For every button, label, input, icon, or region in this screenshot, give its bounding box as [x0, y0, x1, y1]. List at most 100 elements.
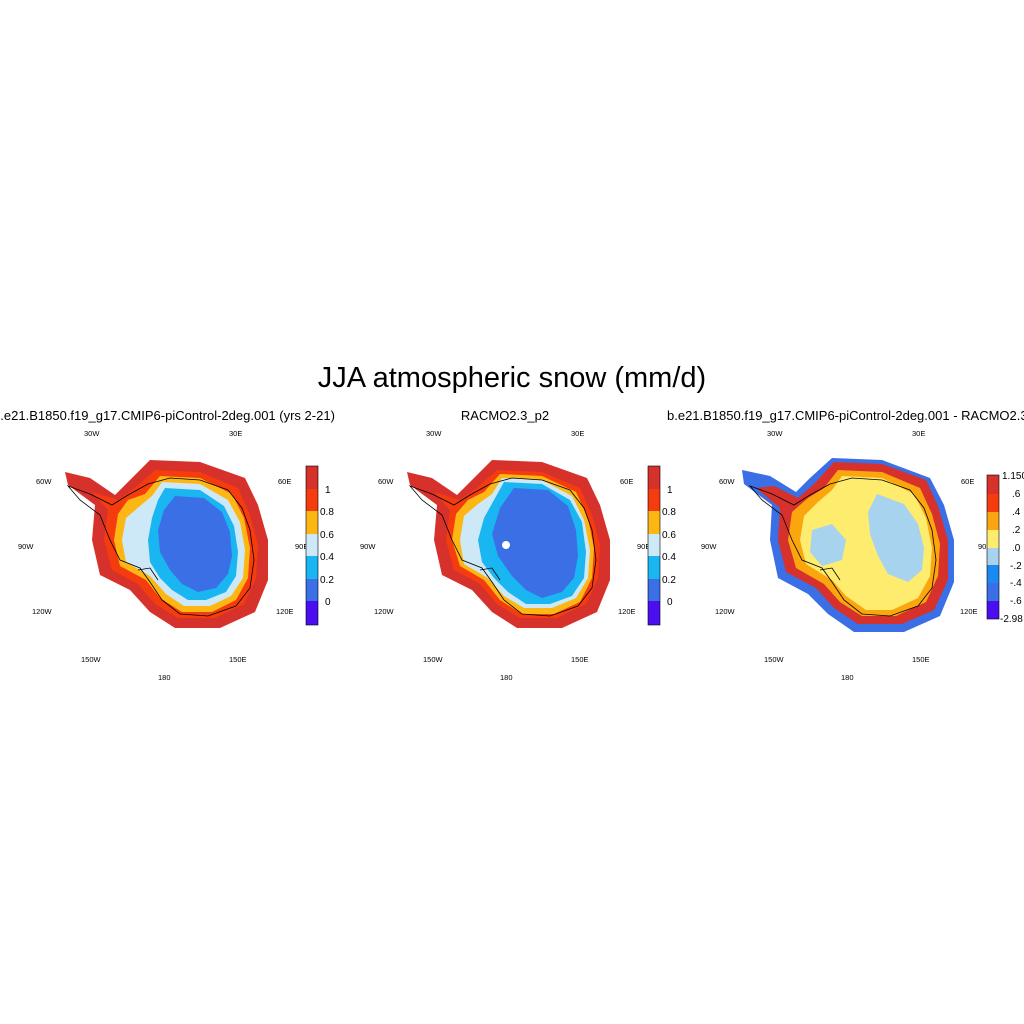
panel-1-lon-150W: 150W	[81, 655, 102, 664]
panel-3-cb-box-2	[987, 512, 999, 530]
panel-2-pole-gap	[502, 541, 510, 549]
panel-3-lon-180: 180	[841, 673, 854, 682]
panel-3-lon-120E: 120E	[960, 607, 978, 616]
panel-1-lon-60E: 60E	[278, 477, 291, 486]
panel-2-cb-frame	[647, 465, 661, 626]
panel-3-cb-label--.4: -.4	[1010, 578, 1022, 589]
panel-3-lightblue-west	[810, 524, 846, 566]
figure-title: JJA atmospheric snow (mm/d)	[317, 362, 707, 394]
panel-3-lon-60W: 60W	[719, 477, 735, 486]
panel-2-cb-label-0.6: 0.6	[662, 530, 676, 541]
panel-1-cb-label-0: 0	[325, 597, 331, 608]
panel-2-lon-120E: 120E	[618, 607, 636, 616]
panel-2-cb-label-0.8: 0.8	[662, 507, 676, 518]
panel-3-cb-box-1	[987, 494, 999, 512]
panel-1-coastline	[66, 477, 255, 617]
panel-2-cb-box-5	[648, 579, 660, 601]
panel-2-cb-box-4	[648, 556, 660, 579]
panel-3-cb-box-7	[987, 601, 999, 619]
panel-3-lon-30E: 30E	[912, 429, 925, 438]
panel-1-cb-label-0.6: 0.6	[320, 530, 334, 541]
panel-1-title: b.e21.B1850.f19_g17.CMIP6-piControl-2deg…	[0, 408, 335, 423]
panel-2-title: RACMO2.3_p2	[460, 408, 550, 423]
panel-2-lon-labels: 30W 30E 60W 60E 90W 90E 120W 120E 150W 1…	[360, 429, 650, 682]
panel-1-cb-box-6	[306, 601, 318, 625]
panel-2-cb-box-3	[648, 534, 660, 556]
panel-3-lon-90E: 90E	[978, 542, 991, 551]
panel-2-cb-label-1: 1	[667, 485, 673, 496]
panel-3-cb-label--.2: -.2	[1010, 561, 1022, 572]
panel-2-lon-180: 180	[500, 673, 513, 682]
panel-3-lightblue-east	[868, 494, 924, 582]
panel-3-cb-frame	[986, 474, 1000, 620]
panel-3-cb-box-3	[987, 530, 999, 548]
panel-2-cb-label-0.4: 0.4	[662, 552, 676, 563]
panel-2-cb-box-2	[648, 511, 660, 534]
panel-1-lon-30W: 30W	[84, 429, 100, 438]
panel-1-lon-90W: 90W	[18, 542, 34, 551]
panel-3-lon-90W: 90W	[701, 542, 717, 551]
panel-3-lon-30W: 30W	[767, 429, 783, 438]
panel-3-lon-150E: 150E	[912, 655, 930, 664]
panel-2-interior	[492, 488, 578, 598]
panel-2-cb-label-0: 0	[667, 597, 673, 608]
panel-2-map	[407, 460, 610, 628]
panel-1-colorbar: 1 0.8 0.6 0.4 0.2 0	[305, 465, 334, 626]
panel-3-cb-box-4	[987, 548, 999, 565]
panel-3-cb-box-0	[987, 475, 999, 494]
panel-3-lon-150W: 150W	[764, 655, 785, 664]
panel-1-interior	[158, 496, 232, 592]
panel-1-lon-120W: 120W	[32, 607, 53, 616]
panel-3-map	[742, 458, 954, 632]
panel-3-cb-label--.6: -.6	[1010, 596, 1022, 607]
panel-3-cb-box-6	[987, 583, 999, 601]
panel-1-cb-frame	[305, 465, 319, 626]
panel-2-lon-150W: 150W	[423, 655, 444, 664]
panel-3-cb-label-.2: .2	[1012, 525, 1021, 536]
panel-3-cb-box-5	[987, 565, 999, 583]
panel-1-cb-label-0.8: 0.8	[320, 507, 334, 518]
panel-1-cb-box-0	[306, 466, 318, 489]
panel-3-cb-label-.6: .6	[1012, 489, 1021, 500]
panel-2-lon-60W: 60W	[378, 477, 394, 486]
panel-3-title: b.e21.B1850.f19_g17.CMIP6-piControl-2deg…	[667, 408, 1024, 423]
panel-2-cb-box-0	[648, 466, 660, 489]
panel-2-cb-box-6	[648, 601, 660, 625]
panel-2-lon-60E: 60E	[620, 477, 633, 486]
panel-2-lon-90W: 90W	[360, 542, 376, 551]
panel-1-lon-180: 180	[158, 673, 171, 682]
panel-2-cb-box-1	[648, 489, 660, 511]
panel-2-cb-label-0.2: 0.2	[662, 575, 676, 586]
panel-3-cb-label-min: -2.98	[1000, 614, 1023, 625]
panel-1-cb-box-1	[306, 489, 318, 511]
panel-3-cb-label-max: 1.150	[1002, 471, 1024, 482]
panel-2-lon-90E: 90E	[637, 542, 650, 551]
panel-2-colorbar: 1 0.8 0.6 0.4 0.2 0	[647, 465, 676, 626]
panel-1-cb-box-4	[306, 556, 318, 579]
panel-1-cb-box-5	[306, 579, 318, 601]
panel-3-lon-60E: 60E	[961, 477, 974, 486]
panel-3-lon-labels: 30W 30E 60W 60E 90W 90E 120W 120E 150W 1…	[701, 429, 991, 682]
panel-1-lon-120E: 120E	[276, 607, 294, 616]
panel-1-cb-label-0.2: 0.2	[320, 575, 334, 586]
panel-1-cb-box-3	[306, 534, 318, 556]
panel-2-lon-150E: 150E	[571, 655, 589, 664]
panel-1-lon-labels: 30W 30E 60W 60E 90W 90E 120W 120E 150W 1…	[18, 429, 308, 682]
panel-2-lon-120W: 120W	[374, 607, 395, 616]
panel-1-lon-60W: 60W	[36, 477, 52, 486]
panel-3-cb-label-.0: .0	[1012, 543, 1021, 554]
panel-1-cb-box-2	[306, 511, 318, 534]
panel-1-lon-90E: 90E	[295, 542, 308, 551]
panel-3-cb-label-.4: .4	[1012, 507, 1021, 518]
panel-1-cb-label-0.4: 0.4	[320, 552, 334, 563]
panel-2-lon-30E: 30E	[571, 429, 584, 438]
panel-3-lon-120W: 120W	[715, 607, 736, 616]
panel-2-coastline	[408, 477, 597, 617]
panel-1-lon-30E: 30E	[229, 429, 242, 438]
panel-3-coastline	[748, 477, 937, 617]
panel-3-colorbar: 1.150 .6 .4 .2 .0 -.2 -.4 -.6 -2.98	[986, 471, 1024, 625]
panel-1-cb-label-1: 1	[325, 485, 331, 496]
panel-1-lon-150E: 150E	[229, 655, 247, 664]
panel-1-map	[65, 460, 268, 628]
